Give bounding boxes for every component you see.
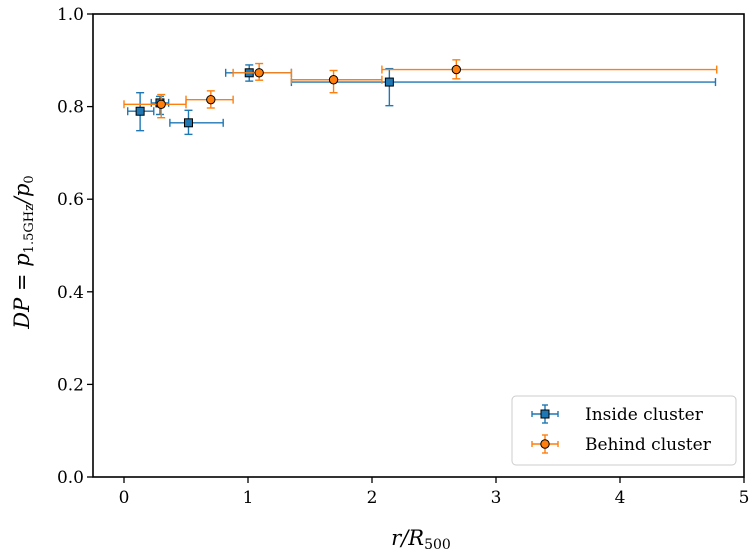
data-point	[123, 93, 187, 119]
data-point	[290, 69, 383, 94]
legend: Inside cluster Behind cluster	[511, 395, 737, 466]
circle-marker	[328, 75, 339, 85]
axes-frame	[92, 13, 745, 478]
circle-marker	[206, 94, 216, 105]
x-axis-label: r/R500	[391, 526, 451, 553]
legend-box	[511, 395, 737, 466]
data-point	[127, 92, 155, 132]
legend-marker	[540, 409, 550, 419]
data-point	[185, 90, 234, 109]
x-tick-label: 0	[119, 488, 130, 508]
y-tick-label: 0.6	[57, 190, 84, 210]
legend-entry: Behind cluster	[531, 434, 712, 455]
x-tick-label: 5	[739, 488, 749, 508]
square-marker	[183, 118, 193, 128]
x-tick-label: 2	[367, 488, 378, 508]
x-tick-label: 4	[615, 488, 626, 508]
x-tick-label: 1	[243, 488, 254, 508]
x-tick-label: 3	[491, 488, 502, 508]
square-marker	[384, 77, 394, 87]
legend-label: Inside cluster	[585, 405, 704, 425]
axis-ticks: 0 1 2 3 4 5 0.0 0.2 0.4 0.6 0.8 1.0	[57, 5, 749, 508]
square-marker	[135, 106, 145, 116]
circle-marker	[451, 64, 462, 75]
series-behind-cluster	[123, 59, 718, 119]
y-axis-label-group: DP = p1.5GHz/p0	[10, 175, 37, 329]
y-tick-label: 1.0	[57, 5, 84, 25]
y-tick-label: 0.0	[57, 468, 84, 488]
circle-marker	[156, 99, 166, 109]
data-point	[290, 67, 717, 107]
plot-area	[123, 59, 718, 136]
y-tick-label: 0.2	[57, 375, 84, 395]
legend-entry: Inside cluster	[531, 404, 704, 425]
circle-marker	[254, 68, 264, 78]
data-point	[169, 109, 224, 136]
legend-label: Behind cluster	[585, 435, 712, 455]
y-tick-label: 0.8	[57, 98, 84, 118]
data-point	[232, 62, 293, 81]
legend-marker	[540, 439, 550, 449]
y-axis-label: DP = p1.5GHz/p0	[10, 175, 37, 329]
data-point	[381, 59, 718, 80]
y-tick-label: 0.4	[57, 283, 84, 303]
